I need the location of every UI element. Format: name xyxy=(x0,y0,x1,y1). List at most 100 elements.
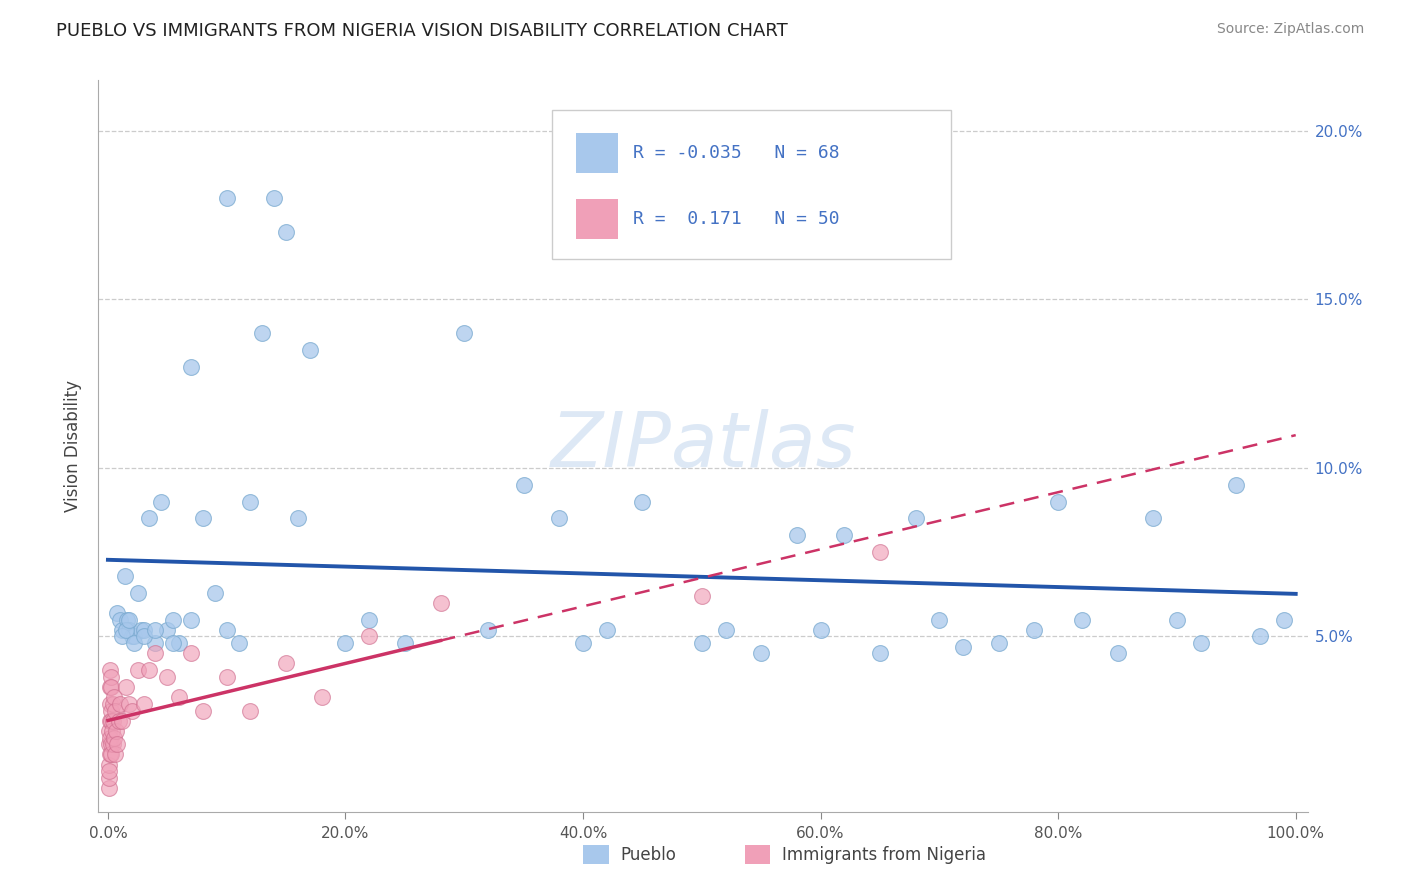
Point xyxy=(145,636,167,650)
Point xyxy=(98,757,121,772)
Point xyxy=(596,623,619,637)
Point xyxy=(98,747,121,762)
Point xyxy=(928,613,950,627)
Text: Immigrants from Nigeria: Immigrants from Nigeria xyxy=(782,846,986,863)
Point xyxy=(180,646,202,660)
Point xyxy=(1107,646,1129,660)
Point xyxy=(1225,477,1247,491)
Point xyxy=(122,636,145,650)
Point xyxy=(100,737,122,751)
Point xyxy=(429,596,451,610)
Point xyxy=(204,585,226,599)
FancyBboxPatch shape xyxy=(745,845,770,864)
Point xyxy=(98,764,121,779)
Point xyxy=(869,646,891,660)
Point xyxy=(1142,511,1164,525)
Point xyxy=(98,737,121,751)
Point xyxy=(98,714,121,728)
Point xyxy=(132,623,155,637)
Point xyxy=(121,630,143,644)
Point xyxy=(103,714,125,728)
Point xyxy=(1070,613,1092,627)
Point xyxy=(114,680,136,694)
Point xyxy=(107,606,129,620)
Point xyxy=(118,613,141,627)
Point xyxy=(105,723,128,738)
Point xyxy=(287,511,309,525)
Point xyxy=(274,225,297,239)
Point xyxy=(118,697,141,711)
Text: Source: ZipAtlas.com: Source: ZipAtlas.com xyxy=(1216,22,1364,37)
Point xyxy=(810,623,832,637)
Point xyxy=(101,697,124,711)
Point xyxy=(156,670,179,684)
Point xyxy=(453,326,475,340)
Point xyxy=(162,613,184,627)
Point xyxy=(98,663,121,677)
Text: Pueblo: Pueblo xyxy=(620,846,676,863)
Text: PUEBLO VS IMMIGRANTS FROM NIGERIA VISION DISABILITY CORRELATION CHART: PUEBLO VS IMMIGRANTS FROM NIGERIA VISION… xyxy=(56,22,787,40)
FancyBboxPatch shape xyxy=(583,845,609,864)
Point xyxy=(512,477,534,491)
Text: R =  0.171   N = 50: R = 0.171 N = 50 xyxy=(633,210,839,227)
Point xyxy=(162,636,184,650)
Point xyxy=(239,704,262,718)
Point xyxy=(477,623,499,637)
Point xyxy=(101,737,124,751)
FancyBboxPatch shape xyxy=(576,199,619,239)
Point xyxy=(904,511,927,525)
Point xyxy=(111,714,134,728)
Point xyxy=(114,623,136,637)
Point xyxy=(548,511,571,525)
Text: R = -0.035   N = 68: R = -0.035 N = 68 xyxy=(633,145,839,162)
Point xyxy=(103,690,125,705)
Point xyxy=(101,723,124,738)
Point xyxy=(111,623,134,637)
Point xyxy=(180,359,202,374)
Point xyxy=(122,630,145,644)
Point xyxy=(132,630,155,644)
Point xyxy=(100,714,122,728)
Point xyxy=(98,731,121,745)
Point xyxy=(104,747,127,762)
Point xyxy=(118,623,141,637)
Point xyxy=(252,326,274,340)
Text: ZIPatlas: ZIPatlas xyxy=(550,409,856,483)
Point xyxy=(215,191,238,205)
Y-axis label: Vision Disability: Vision Disability xyxy=(65,380,83,512)
Point xyxy=(228,636,250,650)
Point xyxy=(359,613,381,627)
Point xyxy=(359,630,381,644)
Point xyxy=(180,613,202,627)
Point xyxy=(298,343,321,357)
FancyBboxPatch shape xyxy=(576,133,619,173)
Point xyxy=(1272,613,1295,627)
Point xyxy=(132,697,155,711)
Point xyxy=(103,731,125,745)
Point xyxy=(108,613,131,627)
Point xyxy=(145,646,167,660)
Point xyxy=(786,528,808,542)
Point xyxy=(191,511,214,525)
Point xyxy=(631,494,654,508)
Point xyxy=(311,690,333,705)
Point xyxy=(215,623,238,637)
Point xyxy=(107,714,129,728)
Point xyxy=(749,646,772,660)
Point xyxy=(952,640,974,654)
Point xyxy=(1166,613,1188,627)
Point xyxy=(215,670,238,684)
Point xyxy=(98,723,121,738)
Point xyxy=(167,690,190,705)
Point xyxy=(129,623,152,637)
Point xyxy=(191,704,214,718)
Point xyxy=(690,589,713,603)
Point xyxy=(100,747,122,762)
Point xyxy=(987,636,1010,650)
Point xyxy=(1249,630,1271,644)
Point xyxy=(335,636,357,650)
Point xyxy=(127,663,149,677)
Point xyxy=(121,704,143,718)
Point xyxy=(1024,623,1046,637)
Point xyxy=(97,781,120,796)
